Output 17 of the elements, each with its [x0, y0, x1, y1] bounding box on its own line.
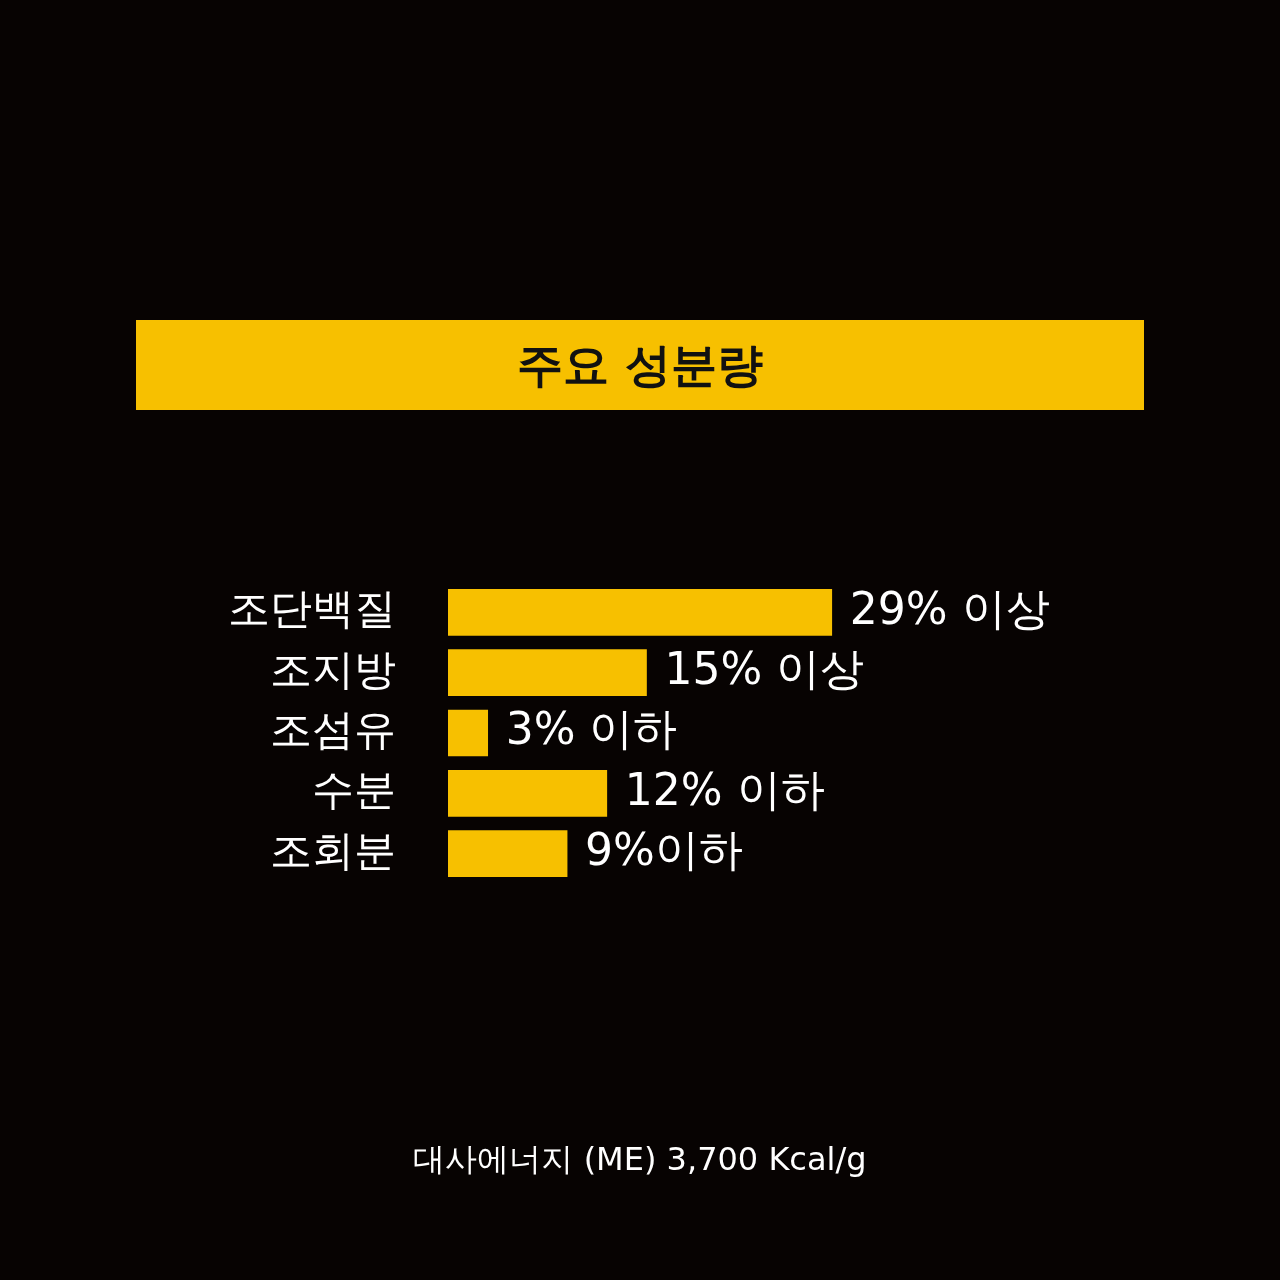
y-tick-label: 조섬유	[270, 704, 396, 754]
bar	[448, 589, 833, 636]
bar	[448, 709, 489, 757]
text: 대사에너지 (ME) 3,700 Kcal/g	[412, 1139, 868, 1180]
data-label: 3% 이하	[505, 703, 678, 755]
y-tick-label: 조지방	[270, 644, 396, 694]
chart-title: 주요 성분량	[136, 320, 1144, 410]
data-label: 9%이하	[585, 824, 743, 876]
data-label: 29% 이상	[849, 582, 1050, 634]
bar	[448, 830, 568, 877]
y-tick-label: 조회분	[270, 825, 396, 875]
bar	[448, 649, 647, 697]
data-label: 12% 이하	[624, 763, 825, 815]
y-tick-label: 수분	[312, 765, 396, 815]
y-tick-label: 조단백질	[228, 584, 396, 634]
data-label: 15% 이상	[664, 643, 865, 695]
bar	[448, 769, 608, 817]
